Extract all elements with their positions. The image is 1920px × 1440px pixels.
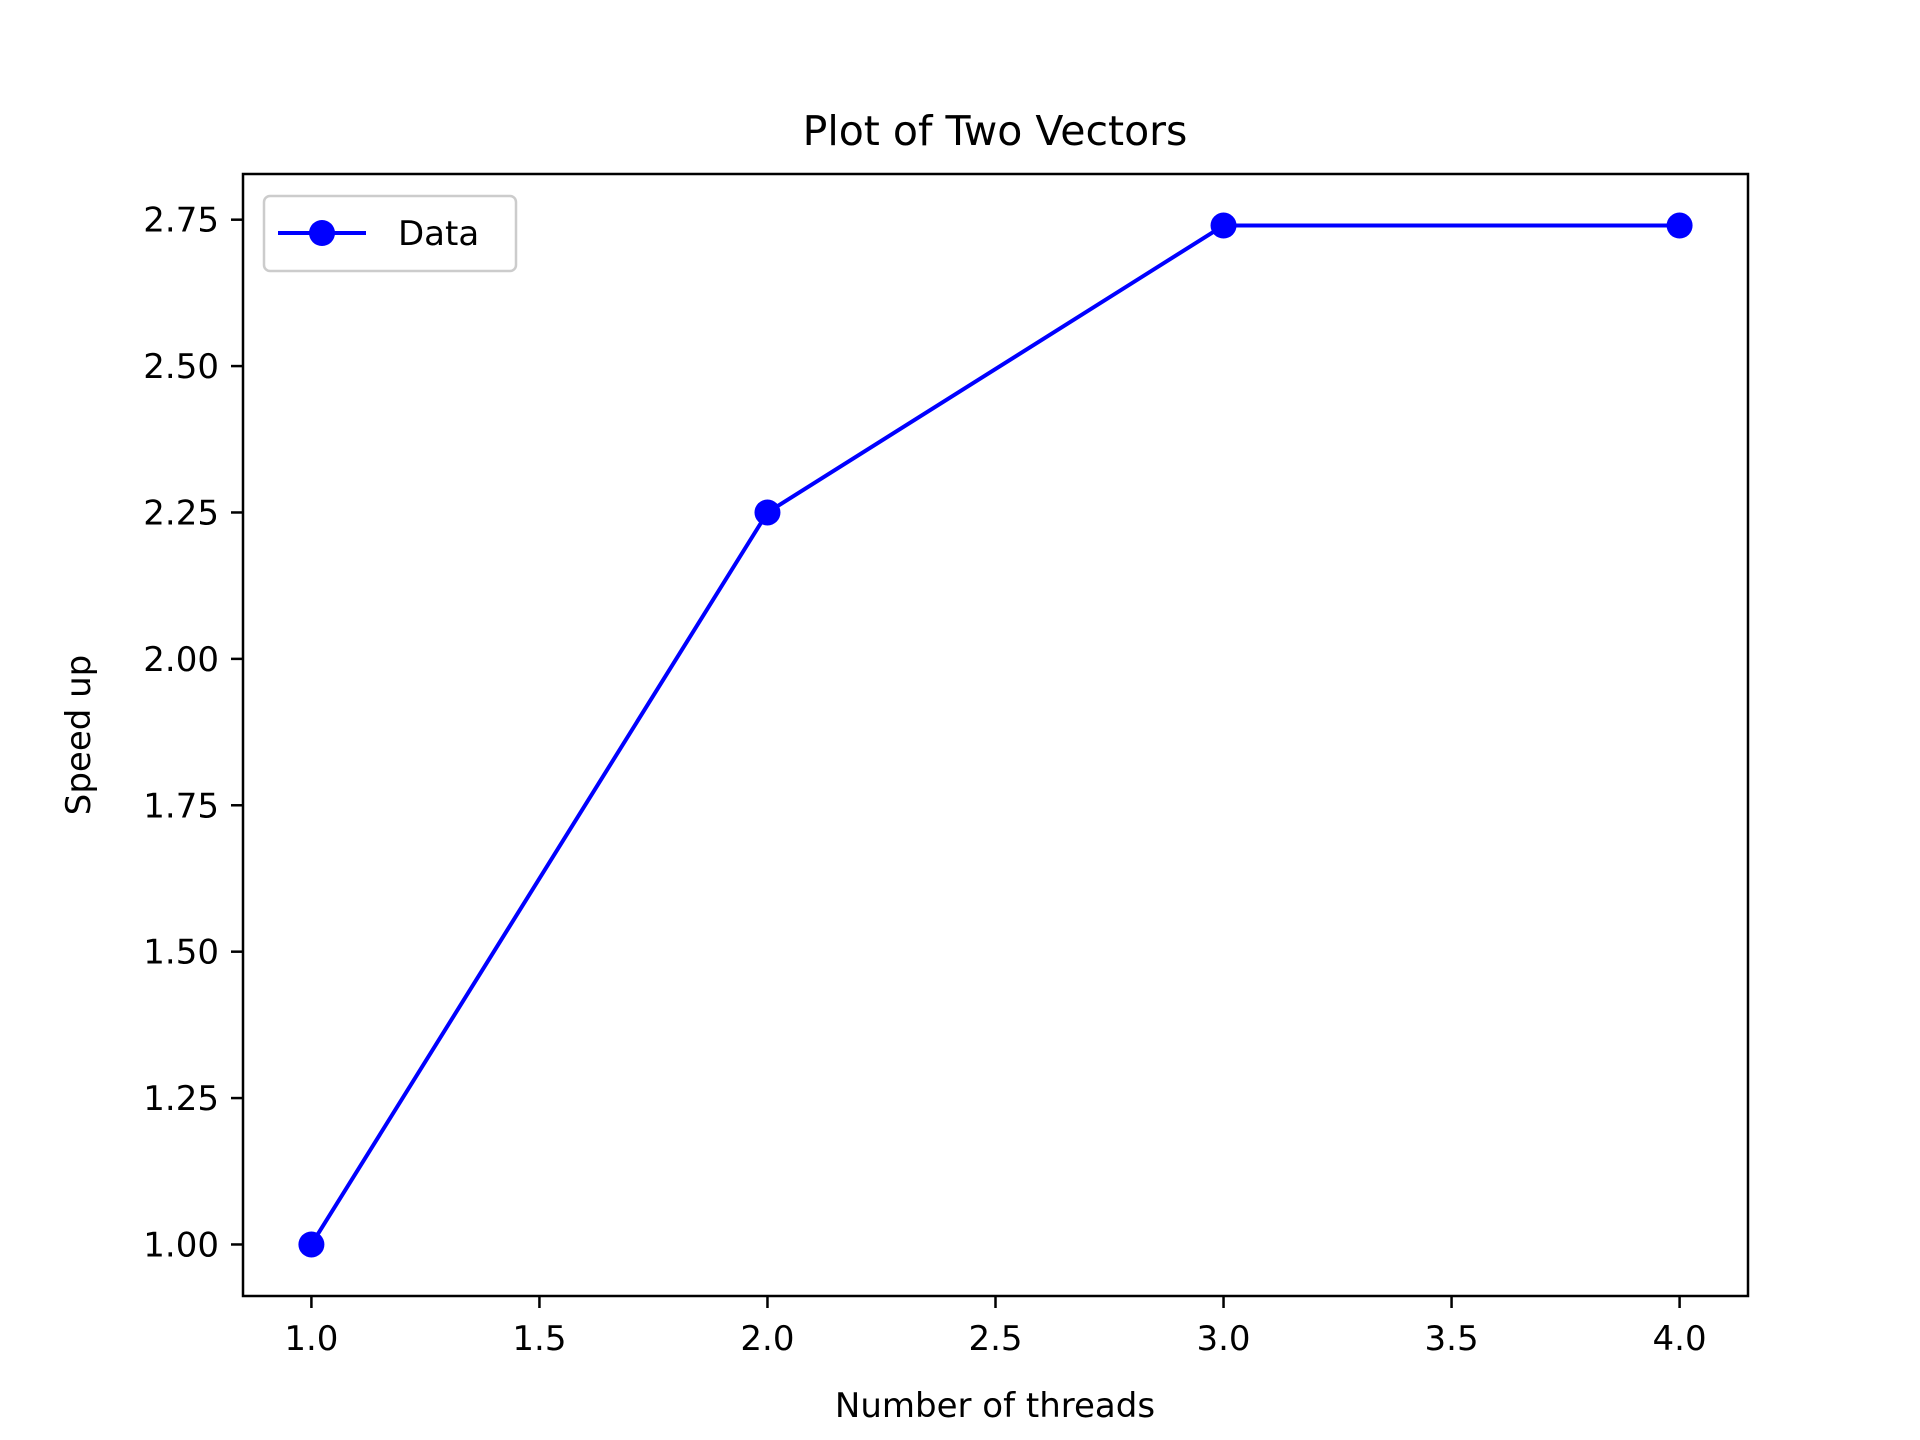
series-layer — [298, 212, 1693, 1258]
chart-title: Plot of Two Vectors — [803, 107, 1188, 155]
y-axis-ticks: 1.00 1.25 1.50 1.75 2.00 2.25 2.50 2.75 — [143, 201, 243, 1265]
y-tick-label: 1.00 — [143, 1225, 219, 1265]
x-axis-label: Number of threads — [835, 1386, 1155, 1426]
legend-label: Data — [398, 214, 479, 254]
data-point — [754, 499, 781, 526]
x-tick-label: 4.0 — [1653, 1319, 1707, 1359]
y-tick-label: 1.75 — [143, 786, 219, 826]
y-tick-label: 2.25 — [143, 493, 219, 533]
y-tick-label: 2.75 — [143, 201, 219, 241]
y-tick-label: 1.50 — [143, 933, 219, 973]
x-tick-label: 2.5 — [968, 1319, 1022, 1359]
legend: Data — [262, 194, 518, 273]
legend-box — [262, 194, 518, 273]
x-tick-label: 3.5 — [1425, 1319, 1479, 1359]
data-point — [1210, 212, 1237, 239]
y-tick-label: 1.25 — [143, 1079, 219, 1119]
plot-area-frame — [241, 172, 1750, 1298]
x-tick-label: 1.5 — [512, 1319, 566, 1359]
y-tick-label: 2.00 — [143, 640, 219, 680]
x-tick-label: 3.0 — [1196, 1319, 1250, 1359]
series-line — [309, 223, 1680, 1246]
x-tick-label: 2.0 — [740, 1319, 794, 1359]
x-tick-label: 1.0 — [284, 1319, 338, 1359]
data-point — [298, 1231, 325, 1258]
data-point — [1666, 212, 1693, 239]
legend-marker-swatch — [309, 220, 335, 246]
x-axis-ticks: 1.0 1.5 2.0 2.5 3.0 3.5 4.0 — [284, 1296, 1707, 1359]
y-axis-label: Speed up — [59, 655, 99, 816]
y-tick-label: 2.50 — [143, 347, 219, 387]
